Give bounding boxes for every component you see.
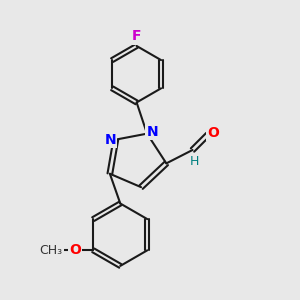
Text: N: N [147,125,158,139]
Text: H: H [189,155,199,168]
Text: F: F [132,29,141,44]
Text: CH₃: CH₃ [40,244,63,257]
Text: O: O [69,243,81,257]
Text: O: O [207,126,219,140]
Text: N: N [105,133,116,147]
